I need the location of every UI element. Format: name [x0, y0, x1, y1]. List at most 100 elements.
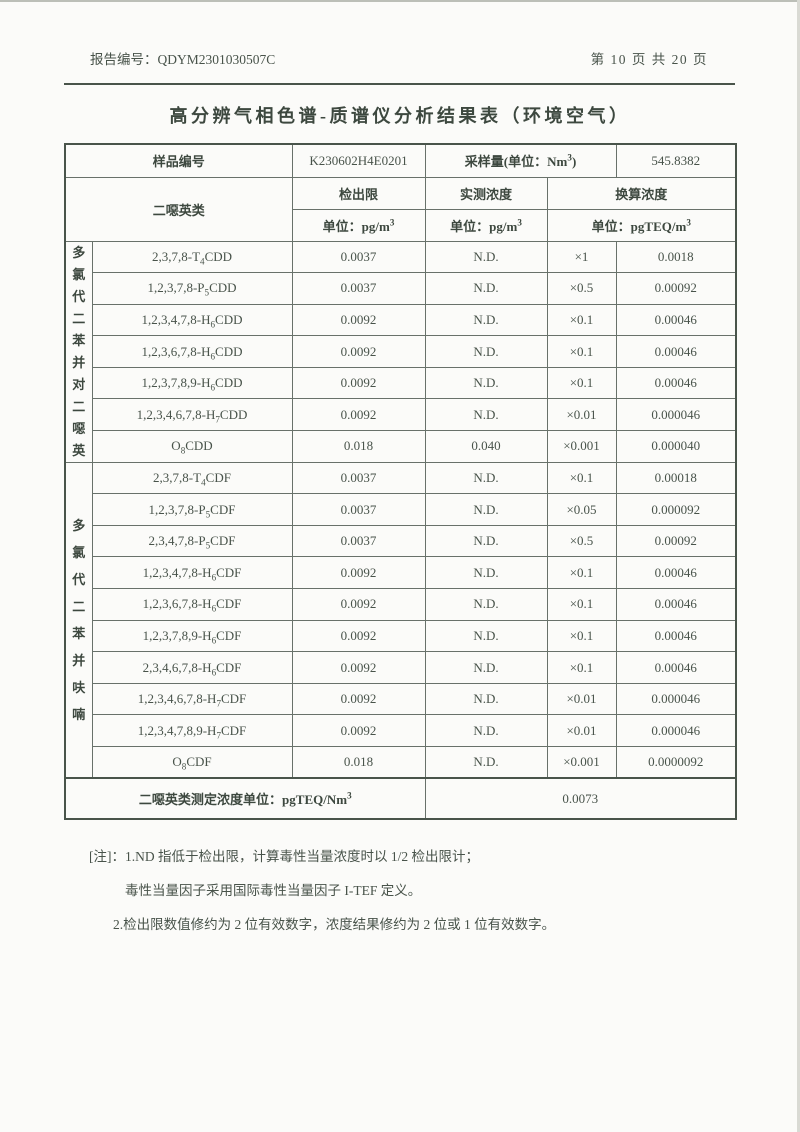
- tef-factor: ×0.1: [546, 335, 617, 368]
- dioxin-class-label: 二噁英类: [64, 176, 293, 242]
- tef-factor: ×0.1: [546, 461, 617, 495]
- teq-value: 0.00046: [615, 303, 737, 337]
- table-row: 1,2,3,4,7,8-H6CDD 0.0092 N.D. ×0.1 0.00046: [65, 303, 737, 337]
- measured-value: N.D.: [424, 366, 548, 400]
- tef-factor: ×0.1: [546, 651, 617, 684]
- table-row: 多 氯 代 二 苯 并 呋 喃 2,3,7,8-T4CDF 0.0037 N.D. ×0…: [64, 461, 737, 779]
- measured-value: N.D.: [424, 588, 548, 621]
- detection-limit-value: 0.0092: [291, 619, 426, 653]
- table-row: 1,2,3,4,6,7,8-H7CDF 0.0092 N.D. ×0.01 0.0000…: [65, 682, 737, 716]
- teq-value: 0.00046: [615, 619, 737, 653]
- note-text-1: 1.ND 指低于检出限，计算毒性当量浓度时以 1/2 检出限计；: [125, 849, 480, 864]
- measured-value: N.D.: [424, 461, 548, 495]
- compound-name: 1,2,3,6,7,8-H6CDF: [91, 588, 293, 621]
- total-value: 0.0073: [424, 777, 737, 820]
- detection-limit-value: 0.0092: [291, 335, 426, 368]
- detection-limit-value: 0.0037: [291, 524, 426, 558]
- unit-converted: 单位：pgTEQ/m3: [546, 208, 737, 242]
- column-header-row: 二噁英类 检出限 实测浓度 换算浓度: [64, 176, 737, 242]
- measured-value: N.D.: [424, 398, 548, 432]
- unit-detection-limit: 单位：pg/m3: [291, 208, 426, 242]
- measured-value: N.D.: [424, 714, 548, 747]
- detection-limit-value: 0.0092: [291, 366, 426, 400]
- compound-name: O8CDF: [91, 746, 293, 779]
- page-title: 高分辨气相色谱-质谱仪分析结果表（环境空气）: [169, 106, 631, 126]
- document-header: 报告编号：QDYM2301030507C 第 10 页 共 20 页: [90, 48, 708, 68]
- report-number-label: 报告编号：: [90, 52, 158, 67]
- teq-value: 0.00046: [615, 651, 737, 684]
- header-divider: [64, 83, 735, 85]
- tef-factor: ×1: [546, 240, 617, 274]
- group-label: 多 氯 代 二 苯 并 对 二 噁 英: [64, 240, 93, 463]
- teq-value: 0.0018: [615, 240, 737, 274]
- report-number-value: QDYM2301030507C: [157, 52, 276, 67]
- tef-factor: ×0.5: [546, 524, 617, 558]
- table-head: 样品编号 K230602H4E0201 采样量(单位：Nm3) 545.8382…: [64, 143, 737, 242]
- table-row: 1,2,3,7,8-P5CDD 0.0037 N.D. ×0.5 0.00092: [65, 272, 737, 305]
- table-row: 多 氯 代 二 苯 并 对 二 噁 英 2,3,7,8-T4CDD 0.0037 N.…: [64, 240, 737, 463]
- table-row: O8CDF 0.018 N.D. ×0.001 0.0000092: [65, 746, 737, 779]
- compound-name: 1,2,3,7,8,9-H6CDF: [91, 619, 293, 653]
- report-number: 报告编号：QDYM2301030507C: [90, 48, 275, 68]
- measured-value: N.D.: [424, 303, 548, 337]
- tef-factor: ×0.001: [546, 746, 617, 779]
- detection-limit-value: 0.0092: [291, 714, 426, 747]
- note-line-3: 2.检出限数值修约为 2 位有效数字，浓度结果修约为 2 位或 1 位有效数字。: [113, 917, 556, 932]
- page-indicator: 第 10 页 共 20 页: [590, 52, 708, 67]
- tef-factor: ×0.1: [546, 303, 617, 337]
- unit-measured: 单位：pg/m3: [424, 208, 548, 242]
- teq-value: 0.000046: [615, 682, 737, 716]
- detection-limit-value: 0.0092: [291, 556, 426, 590]
- compound-name: 1,2,3,4,7,8-H6CDD: [91, 303, 293, 337]
- measured-value: N.D.: [424, 493, 548, 526]
- total-label: 二噁英类测定浓度单位：pgTEQ/Nm3: [64, 777, 426, 820]
- tef-factor: ×0.05: [546, 493, 617, 526]
- detection-limit-value: 0.018: [291, 430, 426, 463]
- teq-value: 0.00046: [615, 556, 737, 590]
- note-line-2: 毒性当量因子采用国际毒性当量因子 I-TEF 定义。: [125, 883, 422, 898]
- tef-factor: ×0.01: [546, 398, 617, 432]
- table-row: 1,2,3,6,7,8-H6CDF 0.0092 N.D. ×0.1 0.00046: [65, 588, 737, 621]
- col-header-measured: 实测浓度: [424, 176, 548, 210]
- teq-value: 0.00018: [615, 461, 737, 495]
- teq-value: 0.0000092: [615, 746, 737, 779]
- compound-name: 1,2,3,7,8,9-H6CDD: [91, 366, 293, 400]
- group-label: 多 氯 代 二 苯 并 呋 喃: [64, 461, 93, 779]
- total-row: 二噁英类测定浓度单位：pgTEQ/Nm3 0.0073: [64, 777, 737, 820]
- teq-value: 0.000040: [615, 430, 737, 463]
- compound-name: 1,2,3,4,6,7,8-H7CDF: [91, 682, 293, 716]
- unit-header-row: 单位：pg/m3 单位：pg/m3 单位：pgTEQ/m3: [65, 208, 737, 242]
- detection-limit-value: 0.0092: [291, 588, 426, 621]
- teq-value: 0.00046: [615, 366, 737, 400]
- measured-value: N.D.: [424, 746, 548, 779]
- footnotes: [注]：1.ND 指低于检出限，计算毒性当量浓度时以 1/2 检出限计； 毒性当…: [89, 840, 729, 942]
- measured-value: N.D.: [424, 619, 548, 653]
- measured-value: N.D.: [424, 556, 548, 590]
- col-header-detection-limit: 检出限: [291, 176, 426, 210]
- teq-value: 0.000092: [615, 493, 737, 526]
- measured-value: N.D.: [424, 335, 548, 368]
- table-row: 1,2,3,7,8,9-H6CDF 0.0092 N.D. ×0.1 0.00046: [65, 619, 737, 653]
- table-row: 1,2,3,4,7,8,9-H7CDF 0.0092 N.D. ×0.01 0.0000…: [65, 714, 737, 747]
- tef-factor: ×0.1: [546, 588, 617, 621]
- note-prefix: [注]：: [89, 849, 125, 864]
- compound-name: 2,3,4,7,8-P5CDF: [91, 524, 293, 558]
- compound-name: 1,2,3,4,7,8-H6CDF: [91, 556, 293, 590]
- detection-limit-value: 0.0037: [291, 240, 426, 274]
- compound-name: 2,3,7,8-T4CDD: [91, 240, 293, 274]
- teq-value: 0.00092: [615, 272, 737, 305]
- sample-volume-label: 采样量(单位：Nm3): [424, 143, 617, 178]
- table-row: O8CDD 0.018 0.040 ×0.001 0.000040: [65, 430, 737, 463]
- tef-factor: ×0.01: [546, 682, 617, 716]
- teq-value: 0.00046: [615, 588, 737, 621]
- sample-no-label: 样品编号: [64, 143, 293, 178]
- compound-name: 2,3,7,8-T4CDF: [91, 461, 293, 495]
- table-row: 1,2,3,7,8,9-H6CDD 0.0092 N.D. ×0.1 0.00046: [65, 366, 737, 400]
- table-row: 2,3,4,6,7,8-H6CDF 0.0092 N.D. ×0.1 0.00046: [65, 651, 737, 684]
- sample-no-value: K230602H4E0201: [291, 143, 426, 178]
- table-foot: 二噁英类测定浓度单位：pgTEQ/Nm3 0.0073: [64, 777, 737, 820]
- teq-value: 0.00092: [615, 524, 737, 558]
- tef-factor: ×0.1: [546, 556, 617, 590]
- table-row: 1,2,3,7,8-P5CDF 0.0037 N.D. ×0.05 0.000092: [65, 493, 737, 526]
